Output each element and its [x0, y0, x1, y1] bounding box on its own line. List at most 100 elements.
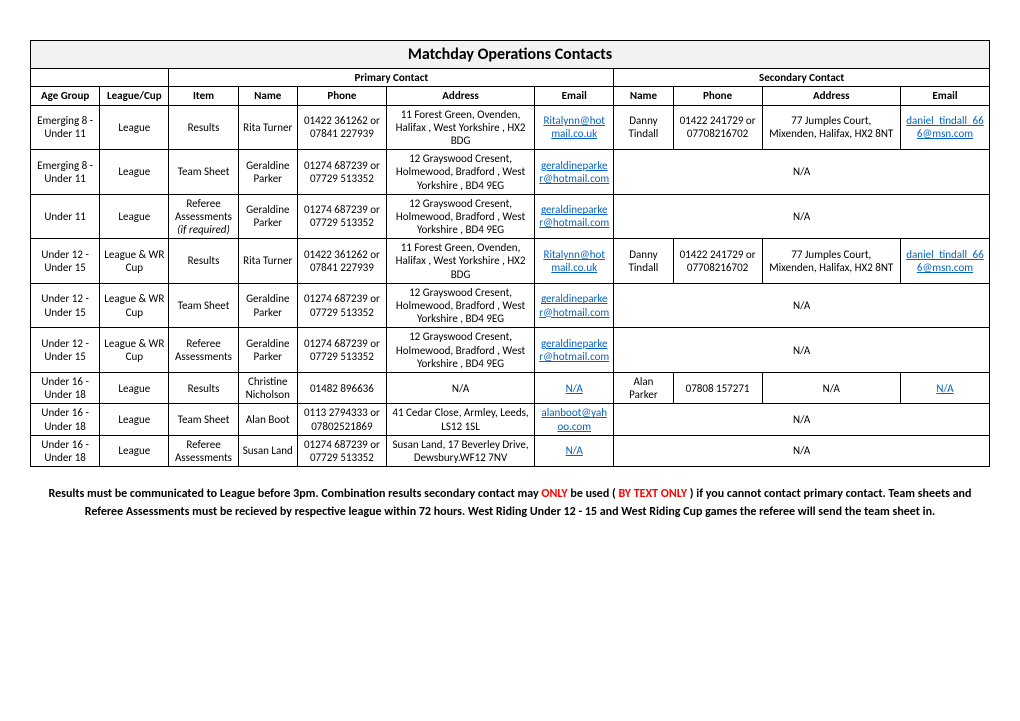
cell-p-address: Susan Land, 17 Beverley Drive, Dewsbury.… [386, 435, 534, 466]
email-link[interactable]: N/A [936, 382, 953, 395]
contacts-table: Matchday Operations Contacts Primary Con… [30, 40, 990, 467]
cell-p-phone: 01482 896636 [297, 372, 386, 403]
cell-age: Under 12 - Under 15 [31, 239, 100, 284]
cell-item: Team Sheet [169, 283, 238, 328]
cell-item: Results [169, 239, 238, 284]
col-name: Name [238, 87, 297, 105]
cell-p-email: alanboot@yahoo.com [535, 404, 614, 435]
col-name2: Name [614, 87, 673, 105]
cell-p-address: 11 Forest Green, Ovenden, Halifax , West… [386, 239, 534, 284]
cell-p-email: N/A [535, 435, 614, 466]
cell-p-name: Christine Nicholson [238, 372, 297, 403]
col-league: League/Cup [100, 87, 169, 105]
email-link[interactable]: N/A [566, 382, 583, 395]
primary-section-header: Primary Contact [169, 69, 614, 87]
col-email: Email [535, 87, 614, 105]
cell-p-phone: 01274 687239 or 07729 513352 [297, 328, 386, 373]
cell-item: Team Sheet [169, 404, 238, 435]
cell-p-address: 12 Grayswood Cresent, Holmewood, Bradfor… [386, 194, 534, 239]
col-age: Age Group [31, 87, 100, 105]
cell-s-address: N/A [762, 372, 900, 403]
cell-secondary-na: N/A [614, 150, 990, 195]
table-row: Under 12 - Under 15League & WR CupResult… [31, 239, 990, 284]
cell-age: Under 12 - Under 15 [31, 328, 100, 373]
cell-s-address: 77 Jumples Court, Mixenden, Halifax, HX2… [762, 239, 900, 284]
cell-p-phone: 01274 687239 or 07729 513352 [297, 194, 386, 239]
cell-p-email: Ritalynn@hotmail.co.uk [535, 105, 614, 150]
email-link[interactable]: daniel_tindall_666@msn.com [906, 248, 983, 274]
cell-p-phone: 01422 361262 or 07841 227939 [297, 239, 386, 284]
cell-age: Under 16 - Under 18 [31, 435, 100, 466]
cell-p-address: N/A [386, 372, 534, 403]
section-header-row: Primary Contact Secondary Contact [31, 69, 990, 87]
email-link[interactable]: daniel_tindall_666@msn.com [906, 114, 983, 140]
cell-p-phone: 0113 2794333 or 07802521869 [297, 404, 386, 435]
cell-age: Under 16 - Under 18 [31, 404, 100, 435]
cell-p-name: Alan Boot [238, 404, 297, 435]
cell-secondary-na: N/A [614, 435, 990, 466]
cell-item: Team Sheet [169, 150, 238, 195]
table-row: Under 11LeagueReferee Assessments(if req… [31, 194, 990, 239]
cell-s-phone: 01422 241729 or 07708216702 [673, 105, 762, 150]
col-phone: Phone [297, 87, 386, 105]
cell-s-address: 77 Jumples Court, Mixenden, Halifax, HX2… [762, 105, 900, 150]
cell-p-name: Geraldine Parker [238, 283, 297, 328]
table-row: Under 12 - Under 15League & WR CupRefere… [31, 328, 990, 373]
cell-p-phone: 01274 687239 or 07729 513352 [297, 150, 386, 195]
col-address2: Address [762, 87, 900, 105]
cell-p-address: 12 Grayswood Cresent, Holmewood, Bradfor… [386, 150, 534, 195]
table-row: Emerging 8 - Under 11LeagueResultsRita T… [31, 105, 990, 150]
cell-p-email: N/A [535, 372, 614, 403]
cell-league: League & WR Cup [100, 328, 169, 373]
cell-age: Emerging 8 - Under 11 [31, 150, 100, 195]
cell-s-phone: 01422 241729 or 07708216702 [673, 239, 762, 284]
cell-age: Under 11 [31, 194, 100, 239]
footer-bytext: BY TEXT ONLY [618, 487, 687, 501]
email-link[interactable]: alanboot@yahoo.com [541, 406, 607, 432]
email-link[interactable]: Ritalynn@hotmail.co.uk [543, 114, 604, 140]
cell-secondary-na: N/A [614, 283, 990, 328]
table-row: Under 16 - Under 18LeagueTeam SheetAlan … [31, 404, 990, 435]
table-row: Under 16 - Under 18LeagueResultsChristin… [31, 372, 990, 403]
cell-s-phone: 07808 157271 [673, 372, 762, 403]
cell-age: Under 12 - Under 15 [31, 283, 100, 328]
cell-s-name: Alan Parker [614, 372, 673, 403]
email-link[interactable]: geraldineparker@hotmail.com [539, 203, 609, 229]
email-link[interactable]: N/A [566, 444, 583, 457]
cell-s-name: Danny Tindall [614, 239, 673, 284]
cell-item: Results [169, 105, 238, 150]
secondary-section-header: Secondary Contact [614, 69, 990, 87]
email-link[interactable]: geraldineparker@hotmail.com [539, 292, 609, 318]
cell-league: League & WR Cup [100, 283, 169, 328]
cell-league: League & WR Cup [100, 239, 169, 284]
email-link[interactable]: geraldineparker@hotmail.com [539, 159, 609, 185]
cell-secondary-na: N/A [614, 328, 990, 373]
cell-s-name: Danny Tindall [614, 105, 673, 150]
col-item: Item [169, 87, 238, 105]
cell-age: Emerging 8 - Under 11 [31, 105, 100, 150]
cell-p-email: geraldineparker@hotmail.com [535, 283, 614, 328]
cell-p-address: 12 Grayswood Cresent, Holmewood, Bradfor… [386, 328, 534, 373]
title-row: Matchday Operations Contacts [31, 41, 990, 69]
cell-p-email: geraldineparker@hotmail.com [535, 194, 614, 239]
email-link[interactable]: Ritalynn@hotmail.co.uk [543, 248, 604, 274]
table-row: Under 16 - Under 18LeagueReferee Assessm… [31, 435, 990, 466]
cell-p-phone: 01274 687239 or 07729 513352 [297, 435, 386, 466]
cell-league: League [100, 435, 169, 466]
email-link[interactable]: geraldineparker@hotmail.com [539, 337, 609, 363]
cell-league: League [100, 150, 169, 195]
cell-league: League [100, 105, 169, 150]
cell-s-email: daniel_tindall_666@msn.com [900, 105, 989, 150]
footer-mid: be used ( [570, 487, 615, 501]
cell-secondary-na: N/A [614, 194, 990, 239]
cell-league: League [100, 194, 169, 239]
cell-s-email: N/A [900, 372, 989, 403]
cell-item: Referee Assessments(if required) [169, 194, 238, 239]
cell-p-name: Geraldine Parker [238, 194, 297, 239]
cell-p-phone: 01274 687239 or 07729 513352 [297, 283, 386, 328]
cell-p-address: 11 Forest Green, Ovenden, Halifax , West… [386, 105, 534, 150]
cell-s-email: daniel_tindall_666@msn.com [900, 239, 989, 284]
col-email2: Email [900, 87, 989, 105]
table-title: Matchday Operations Contacts [31, 41, 990, 69]
footer-note: Results must be communicated to League b… [30, 485, 990, 521]
